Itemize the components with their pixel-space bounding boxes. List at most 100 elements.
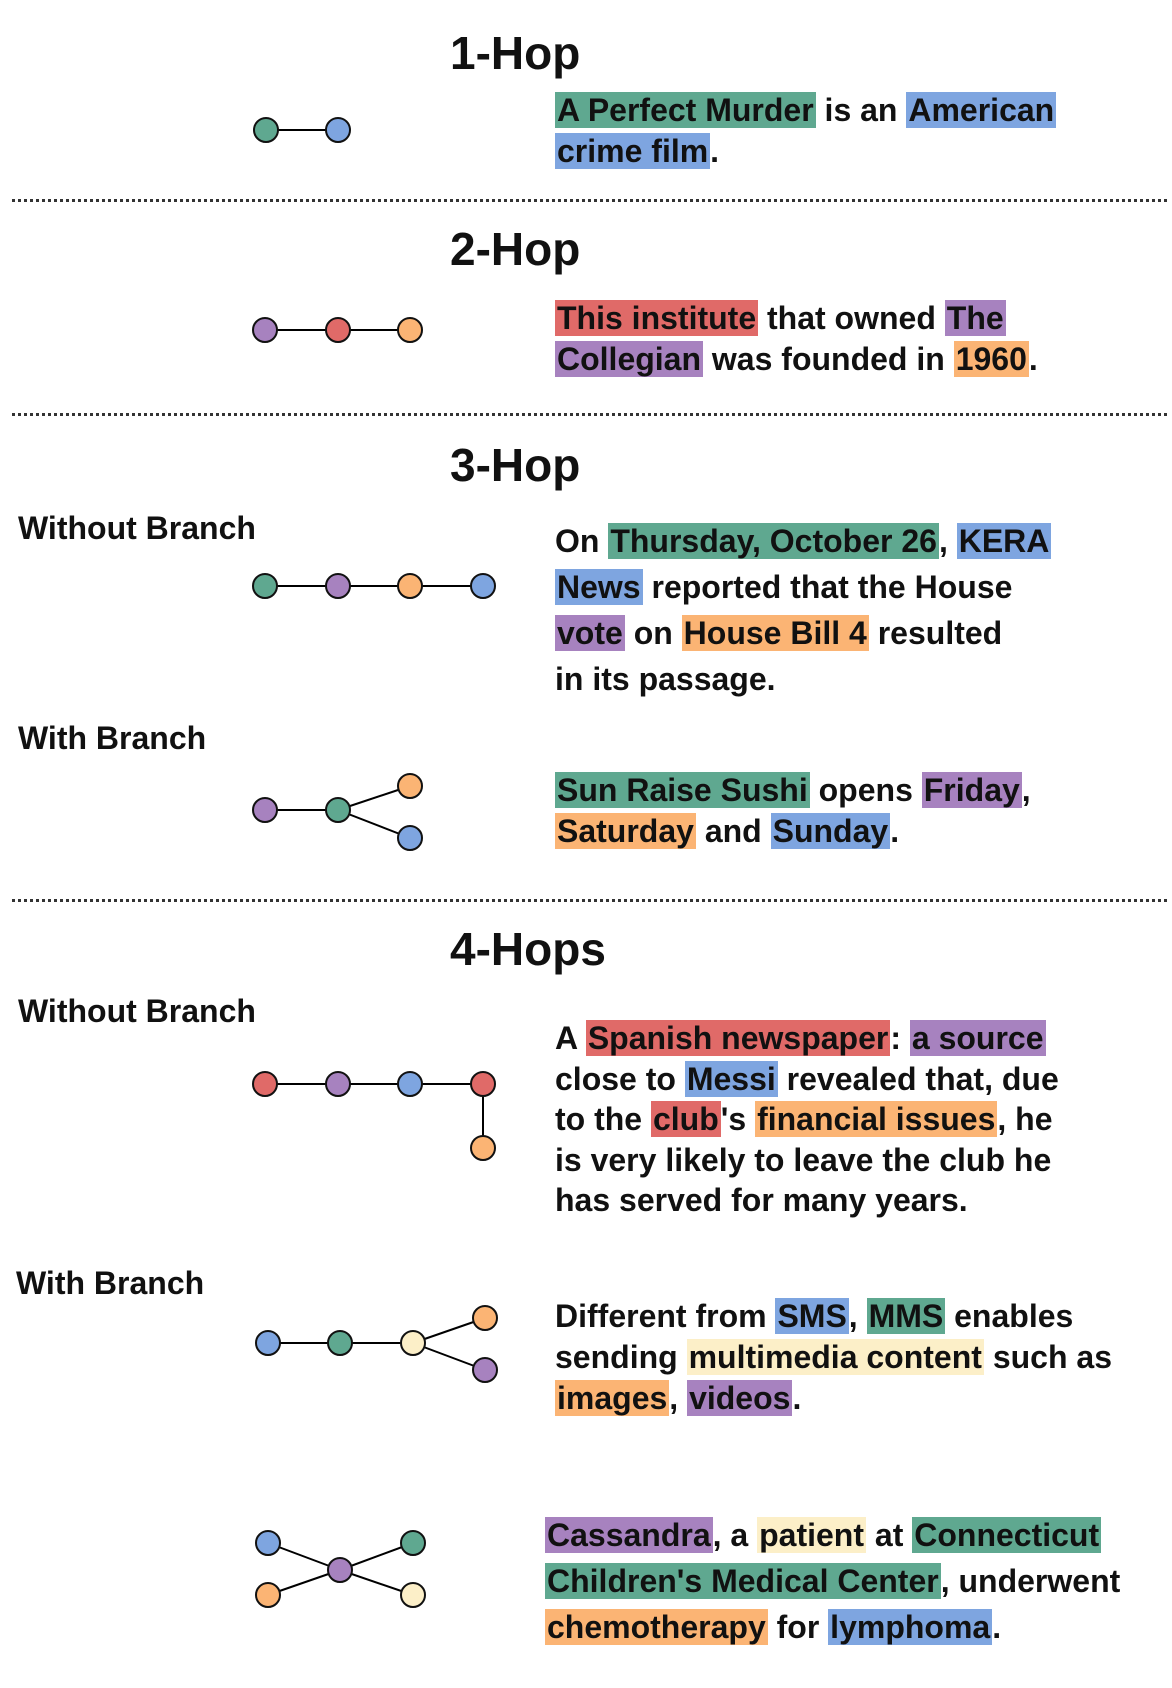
entity-highlight: patient xyxy=(757,1517,866,1553)
graph-node xyxy=(255,1582,281,1608)
sentence-text: sending xyxy=(555,1339,687,1375)
graph-node xyxy=(397,1071,423,1097)
graph-node xyxy=(325,317,351,343)
entity-highlight: chemotherapy xyxy=(545,1609,768,1645)
graph-node xyxy=(470,1135,496,1161)
graph-node xyxy=(400,1330,426,1356)
sentence-text: . xyxy=(890,813,900,849)
entity-highlight: Messi xyxy=(684,1060,778,1097)
sentence-text: in its passage. xyxy=(555,661,776,697)
graph-node xyxy=(327,1557,353,1583)
sentence-text: . xyxy=(992,1609,1002,1645)
sentence-text: that owned xyxy=(758,300,945,336)
graph-node xyxy=(252,317,278,343)
section-divider xyxy=(12,199,1167,202)
sentence-text: . xyxy=(792,1380,802,1416)
graph-node xyxy=(397,573,423,599)
example-label: With Branch xyxy=(18,720,207,756)
hop-graph-2-hop xyxy=(252,317,423,343)
graph-node xyxy=(327,1330,353,1356)
sentence-text: is an xyxy=(815,92,907,128)
sentence-text: at xyxy=(866,1517,913,1553)
example-sentence-4-hop-chain: A Spanish newspaper: a source close to Me… xyxy=(555,1018,1059,1221)
entity-highlight: financial issues xyxy=(755,1101,998,1137)
hop-graph-4-hop-chain xyxy=(252,1071,496,1161)
entity-highlight: MMS xyxy=(866,1298,946,1334)
sentence-text: , he xyxy=(997,1101,1053,1137)
entity-highlight: The xyxy=(944,300,1006,336)
example-label: Without Branch xyxy=(18,993,256,1029)
example-sentence-3-hop-chain: On Thursday, October 26, KERA News report… xyxy=(555,518,1052,702)
sentence-text: , xyxy=(1021,772,1031,808)
section-divider xyxy=(12,899,1167,902)
graph-node xyxy=(325,573,351,599)
hop-graph-3-hop-chain xyxy=(252,573,496,599)
entity-highlight: Cassandra xyxy=(545,1517,713,1553)
sentence-text: , xyxy=(669,1380,688,1416)
example-sentence-2-hop: This institute that owned The Collegian w… xyxy=(555,298,1038,380)
example-sentence-1-hop: A Perfect Murder is an American crime fil… xyxy=(555,90,1057,172)
graph-node xyxy=(472,1357,498,1383)
sentence-text: has served for many years. xyxy=(555,1182,968,1218)
graph-node xyxy=(325,117,351,143)
example-sentence-3-hop-branch: Sun Raise Sushi opens Friday, Saturday an… xyxy=(555,770,1031,852)
entity-highlight: lymphoma xyxy=(828,1609,993,1645)
sentence-text: and xyxy=(695,813,771,849)
sentence-text: is very likely to leave the club he xyxy=(555,1141,1052,1178)
entity-highlight: KERA xyxy=(956,523,1052,559)
sentence-text: , xyxy=(938,523,957,559)
hop-graph-3-hop-branch xyxy=(252,773,423,851)
entity-highlight: Thursday, October 26 xyxy=(608,523,939,559)
graph-node xyxy=(252,573,278,599)
graph-node xyxy=(252,797,278,823)
graph-node xyxy=(397,825,423,851)
entity-highlight: Saturday xyxy=(555,813,696,849)
sentence-text: opens xyxy=(809,772,922,808)
entity-highlight: News xyxy=(555,569,643,605)
entity-highlight: multimedia content xyxy=(686,1339,984,1375)
sentence-text: revealed that, due xyxy=(777,1060,1059,1097)
graph-node xyxy=(470,573,496,599)
section-heading-3-hop: 3-Hop xyxy=(450,439,581,491)
entity-highlight: Sunday xyxy=(770,813,891,849)
sentence-text: Different from xyxy=(555,1298,776,1334)
section-heading-4-hops: 4-Hops xyxy=(450,923,606,975)
entity-highlight: American xyxy=(906,92,1057,128)
sentence-text: to the xyxy=(555,1101,651,1137)
hop-graph-4-hop-cross xyxy=(255,1530,426,1608)
sentence-text: resulted xyxy=(868,615,1003,651)
section-divider xyxy=(12,413,1167,416)
sentence-text: 's xyxy=(720,1101,756,1137)
entity-highlight: Connecticut xyxy=(912,1517,1102,1553)
sentence-text: close to xyxy=(555,1060,685,1097)
sentence-text: : xyxy=(890,1020,910,1056)
graph-node xyxy=(325,797,351,823)
sentence-text: . xyxy=(710,133,720,169)
hop-graph-1-hop xyxy=(253,117,351,143)
hop-graph-4-hop-branch xyxy=(255,1305,498,1383)
graph-node xyxy=(400,1530,426,1556)
entity-highlight: Children's Medical Center xyxy=(545,1563,941,1599)
section-heading-2-hop: 2-Hop xyxy=(450,223,581,275)
sentence-text: for xyxy=(767,1609,829,1645)
sentence-text: , underwent xyxy=(940,1563,1121,1599)
sentence-text: , xyxy=(848,1298,867,1334)
example-label: Without Branch xyxy=(18,510,256,546)
entity-highlight: Sun Raise Sushi xyxy=(555,772,810,808)
entity-highlight: A Perfect Murder xyxy=(555,92,816,128)
graph-node xyxy=(400,1582,426,1608)
sentence-text: reported that the House xyxy=(642,569,1013,605)
graph-node xyxy=(397,773,423,799)
entity-highlight: SMS xyxy=(775,1298,849,1334)
graph-node xyxy=(325,1071,351,1097)
sentence-text: on xyxy=(624,615,682,651)
sentence-text: On xyxy=(555,523,609,559)
entity-highlight: House Bill 4 xyxy=(681,615,869,651)
example-label: With Branch xyxy=(16,1265,205,1301)
entity-highlight: Friday xyxy=(921,772,1022,808)
sentence-text: such as xyxy=(983,1339,1112,1375)
graph-node xyxy=(470,1071,496,1097)
entity-highlight: crime film xyxy=(555,133,711,169)
sentence-text: . xyxy=(1028,341,1038,377)
entity-highlight: videos xyxy=(687,1380,793,1416)
